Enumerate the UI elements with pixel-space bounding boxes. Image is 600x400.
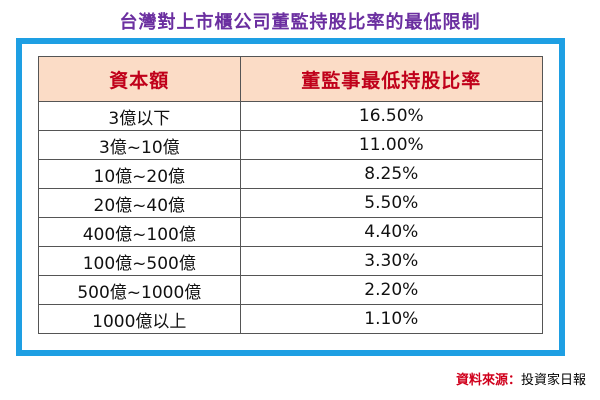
source-note: 資料來源：投資家日報 bbox=[456, 369, 586, 388]
rate-cell: 5.50% bbox=[239, 188, 544, 218]
rate-cell: 1.10% bbox=[239, 304, 544, 334]
rate-cell: 3.30% bbox=[239, 246, 544, 276]
table-row: 400億~100億 4.40% bbox=[38, 217, 544, 247]
page-title: 台灣對上市櫃公司董監持股比率的最低限制 bbox=[119, 12, 481, 33]
table-row: 10億~20億 8.25% bbox=[38, 159, 544, 189]
rate-cell: 4.40% bbox=[239, 217, 544, 247]
table-row: 3億以下 16.50% bbox=[38, 101, 544, 131]
capital-cell: 400億~100億 bbox=[38, 217, 241, 247]
rate-cell: 2.20% bbox=[239, 275, 544, 305]
capital-cell: 3億以下 bbox=[38, 101, 241, 131]
source-name: 投資家日報 bbox=[520, 373, 586, 388]
rate-cell: 8.25% bbox=[239, 159, 544, 189]
source-separator: ： bbox=[507, 373, 521, 388]
capital-cell: 3億~10億 bbox=[38, 130, 241, 160]
rate-table: 資本額 董監事最低持股比率 3億以下 16.50% 3億~10億 11.00% … bbox=[38, 56, 544, 334]
capital-cell: 1000億以上 bbox=[38, 304, 241, 334]
capital-cell: 10億~20億 bbox=[38, 159, 241, 189]
rate-cell: 11.00% bbox=[239, 130, 544, 160]
capital-cell: 20億~40億 bbox=[38, 188, 241, 218]
table-frame: 資本額 董監事最低持股比率 3億以下 16.50% 3億~10億 11.00% … bbox=[16, 38, 565, 356]
table-row: 20億~40億 5.50% bbox=[38, 188, 544, 218]
capital-cell: 100億~500億 bbox=[38, 246, 241, 276]
header-min-rate: 董監事最低持股比率 bbox=[239, 56, 544, 102]
table-row: 3億~10億 11.00% bbox=[38, 130, 544, 160]
table-row: 500億~1000億 2.20% bbox=[38, 275, 544, 305]
table-row: 100億~500億 3.30% bbox=[38, 246, 544, 276]
table-header-row: 資本額 董監事最低持股比率 bbox=[38, 56, 544, 102]
rate-cell: 16.50% bbox=[239, 101, 544, 131]
source-label: 資料來源 bbox=[455, 373, 508, 388]
header-capital: 資本額 bbox=[38, 56, 241, 102]
table-row: 1000億以上 1.10% bbox=[38, 304, 544, 334]
capital-cell: 500億~1000億 bbox=[38, 275, 241, 305]
